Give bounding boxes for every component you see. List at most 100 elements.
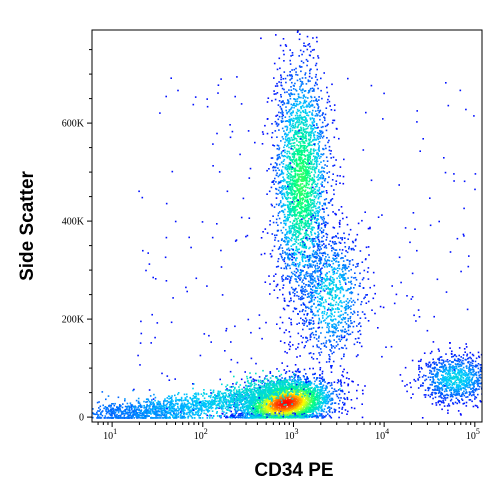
data-point [285, 396, 287, 399]
data-point [282, 392, 284, 395]
data-point [325, 129, 328, 132]
data-point [316, 127, 318, 129]
data-point [302, 97, 304, 99]
data-point [257, 401, 259, 404]
data-point [302, 375, 305, 377]
data-point [308, 416, 311, 418]
data-point [265, 375, 267, 377]
data-point [218, 415, 221, 417]
data-point [298, 118, 300, 120]
data-point [328, 139, 330, 142]
data-point [329, 384, 332, 387]
data-point [302, 122, 305, 124]
data-point [257, 384, 260, 386]
data-point [338, 380, 340, 383]
data-point [309, 155, 311, 158]
data-point [318, 326, 321, 329]
data-point [293, 382, 295, 385]
data-point [333, 104, 336, 106]
data-point [287, 413, 290, 415]
data-point [304, 400, 306, 403]
data-point [316, 390, 319, 392]
data-point [237, 416, 240, 419]
data-point [298, 116, 300, 119]
data-point [288, 152, 291, 155]
data-point [294, 382, 297, 385]
data-point [309, 387, 311, 389]
data-point [293, 238, 296, 240]
data-point [300, 238, 303, 240]
data-point [299, 114, 302, 116]
data-point [306, 383, 309, 386]
data-point [306, 169, 309, 171]
data-point [301, 53, 303, 56]
data-point [301, 409, 303, 411]
data-point [329, 408, 331, 411]
data-point [261, 410, 263, 413]
data-point [293, 409, 295, 411]
data-point [341, 408, 343, 410]
data-point [240, 410, 243, 412]
data-point [274, 416, 277, 418]
data-point [316, 412, 318, 415]
data-point [325, 198, 328, 200]
data-point [291, 396, 293, 399]
data-point [282, 399, 284, 401]
data-point [293, 380, 296, 382]
data-point [277, 399, 279, 402]
data-point [286, 410, 288, 412]
data-point [283, 192, 285, 195]
data-point [333, 193, 335, 196]
data-point [306, 163, 308, 166]
data-point [304, 399, 307, 401]
data-point [312, 401, 314, 403]
data-point [300, 153, 303, 155]
data-point [271, 386, 274, 389]
data-point [279, 340, 282, 342]
data-point [288, 177, 290, 180]
data-point [326, 397, 328, 400]
data-point [294, 131, 296, 134]
data-point [309, 254, 312, 257]
data-point [299, 394, 301, 396]
data-point [317, 197, 320, 200]
data-point [306, 275, 309, 277]
data-point [289, 393, 291, 396]
data-point [323, 408, 326, 410]
data-point [288, 216, 291, 219]
data-point [318, 150, 321, 152]
data-point [284, 91, 286, 94]
data-point [298, 190, 301, 192]
data-point [268, 404, 270, 407]
data-point [317, 415, 319, 418]
data-point [249, 414, 251, 416]
data-point [307, 170, 310, 173]
data-point [325, 402, 328, 405]
data-point [262, 388, 264, 391]
data-point [289, 377, 291, 379]
data-point [323, 246, 326, 249]
data-point [271, 181, 273, 183]
data-point [300, 66, 303, 68]
data-point [361, 416, 364, 419]
data-point [314, 76, 317, 78]
data-point [279, 398, 281, 401]
data-point [294, 196, 296, 198]
data-point [289, 238, 292, 241]
data-point [294, 399, 297, 401]
data-point [300, 70, 302, 73]
data-point [302, 206, 305, 209]
data-point [283, 216, 286, 218]
data-point [331, 384, 333, 386]
data-point [317, 278, 319, 280]
data-point [288, 415, 291, 417]
data-point [292, 404, 294, 406]
data-point [300, 414, 302, 417]
data-point [279, 414, 282, 417]
data-point [287, 399, 289, 402]
data-point [294, 376, 296, 379]
data-point [281, 190, 283, 192]
data-point [311, 77, 313, 79]
data-point [308, 396, 310, 399]
data-point [341, 389, 344, 392]
